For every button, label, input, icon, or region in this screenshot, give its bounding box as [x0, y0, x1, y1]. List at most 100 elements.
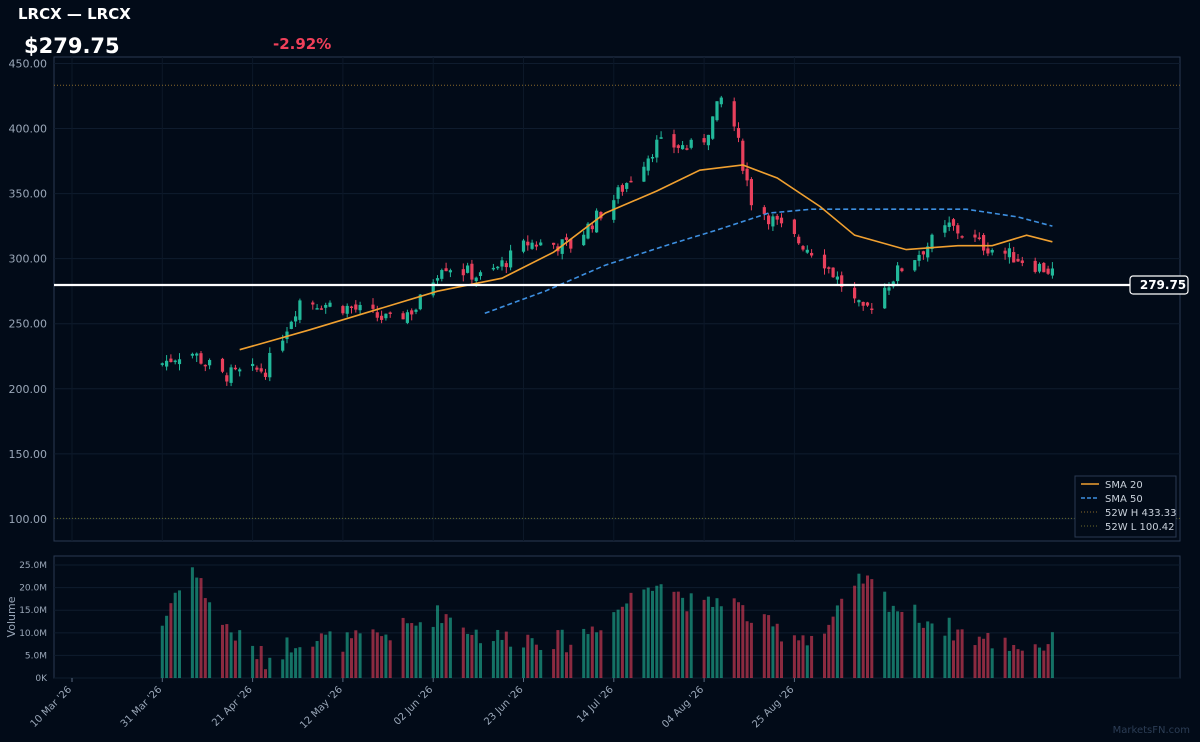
volume-tick-label: 0K: [35, 674, 48, 684]
volume-bar: [887, 611, 891, 678]
candle-body: [208, 360, 212, 366]
volume-bar: [702, 599, 706, 678]
candle-body: [771, 216, 775, 227]
price-panel: [53, 56, 1181, 542]
candle-body: [341, 306, 345, 314]
x-tick-label: 21 Apr '26: [210, 684, 254, 728]
volume-bar: [762, 614, 766, 678]
volume-bar: [930, 623, 934, 678]
volume-bar: [797, 640, 801, 678]
candle-body: [315, 308, 319, 310]
candle-body: [285, 331, 289, 340]
candle-body: [461, 269, 465, 276]
volume-tick-label: 25.0M: [19, 561, 47, 571]
watermark: MarketsFN.com: [1112, 725, 1190, 736]
candle-body: [715, 101, 719, 121]
volume-bar: [470, 634, 474, 678]
candle-body: [225, 375, 229, 382]
candle-body: [448, 270, 452, 273]
candle-body: [384, 313, 388, 319]
volume-bar: [659, 584, 663, 678]
volume-bar: [448, 617, 452, 678]
volume-bar: [1007, 650, 1011, 678]
volume-bar: [689, 593, 693, 678]
volume-bar: [440, 623, 444, 678]
volume-bar: [676, 591, 680, 678]
candle-body: [444, 268, 448, 272]
volume-bar: [474, 629, 478, 678]
candle-body: [281, 340, 285, 351]
candle-body: [917, 254, 921, 261]
volume-bar: [719, 606, 723, 678]
candle-body: [405, 312, 409, 323]
volume-bar: [173, 592, 177, 678]
volume-bar: [883, 591, 887, 678]
volume-bar: [169, 603, 173, 678]
volume-bar: [990, 648, 994, 678]
candle-body: [177, 359, 182, 365]
candle-body: [539, 242, 543, 246]
candle-body: [371, 304, 375, 309]
legend-box: [1074, 475, 1177, 538]
candle-body: [775, 215, 779, 220]
candle-body: [478, 272, 483, 276]
volume-bar: [831, 616, 835, 678]
candle-body: [496, 266, 500, 269]
volume-bar: [229, 632, 233, 678]
volume-bar: [737, 602, 740, 678]
candle-body: [169, 358, 173, 363]
x-axis: 10 Mar '26 31 Mar '26 21 Apr '26 12 May '26…: [29, 678, 797, 731]
volume-bar: [565, 652, 568, 678]
candle-body: [410, 310, 414, 315]
volume-bar: [165, 615, 169, 678]
x-tick-label: 02 Jun '26: [392, 684, 435, 727]
x-tick-label: 04 Aug '26: [660, 684, 706, 730]
candle-body: [380, 315, 384, 320]
candle-body: [960, 236, 964, 238]
candle-body: [599, 211, 603, 219]
sma20-line: [239, 164, 1053, 351]
candles: [160, 95, 1054, 387]
volume-bars: [160, 567, 1054, 678]
candle-body: [655, 139, 659, 158]
volume-bar: [917, 622, 921, 678]
volume-bar: [956, 629, 960, 678]
price-tick-label: 150.00: [9, 448, 48, 461]
volume-tick-label: 10.0M: [19, 629, 47, 639]
x-tick-label: 31 Mar '26: [119, 684, 165, 730]
candle-body: [956, 225, 960, 234]
candle-body: [620, 185, 624, 192]
volume-bar: [388, 640, 392, 678]
volume-bar: [921, 627, 925, 678]
volume-bar: [651, 590, 654, 678]
volume-bar: [221, 624, 224, 678]
candle-body: [900, 268, 904, 272]
volume-bar: [358, 633, 362, 678]
volume-bar: [810, 635, 814, 678]
candle-body: [233, 367, 237, 370]
candle-body: [324, 304, 328, 308]
volume-bar: [952, 640, 955, 678]
candle-body: [595, 210, 599, 233]
volume-bar: [315, 641, 319, 678]
candle-body: [251, 363, 255, 367]
candle-body: [977, 237, 981, 239]
volume-bar: [479, 643, 482, 678]
candle-body: [943, 225, 947, 233]
volume-tick-label: 20.0M: [19, 584, 47, 594]
candle-body: [659, 137, 663, 139]
volume-bar: [1012, 645, 1016, 678]
volume-bar: [1016, 649, 1020, 678]
last-price-tag-label: 279.75: [1140, 278, 1186, 292]
candle-body: [870, 308, 874, 311]
volume-bar: [973, 645, 977, 678]
candle-body: [504, 263, 508, 268]
volume-bar: [616, 609, 620, 678]
volume-bar: [741, 605, 745, 678]
candle-body: [440, 270, 444, 279]
candle-body: [564, 237, 569, 240]
volume-bar: [629, 592, 633, 678]
candle-body: [1020, 260, 1024, 263]
volume-bar: [943, 635, 947, 678]
candle-body: [203, 364, 207, 367]
